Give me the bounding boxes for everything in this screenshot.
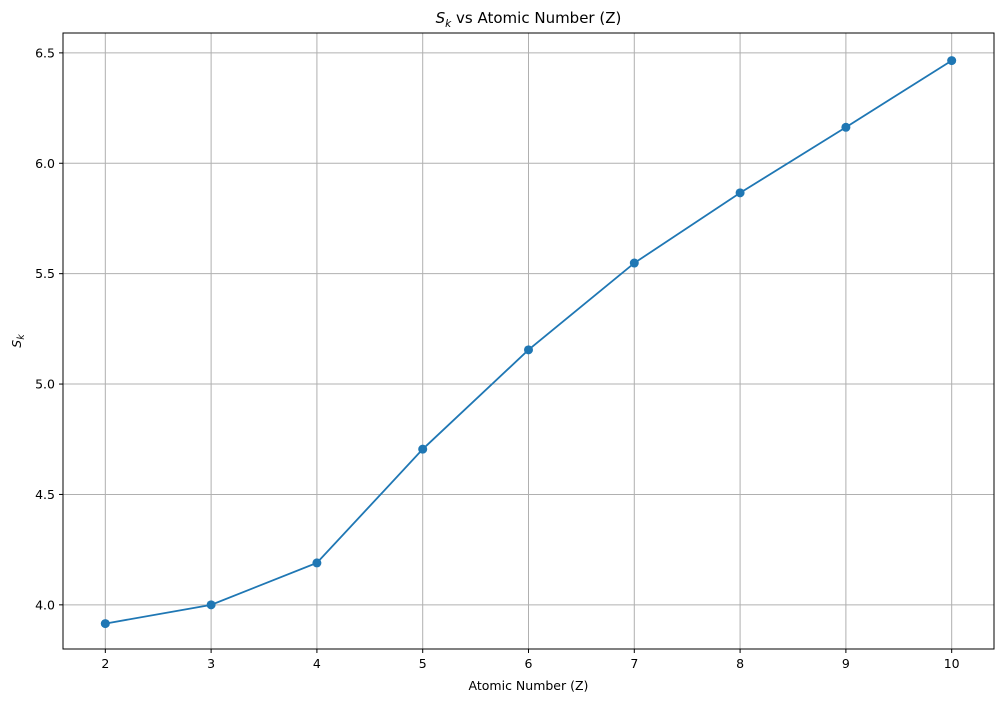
x-tick-label: 7 xyxy=(630,656,638,671)
title-sub: k xyxy=(445,18,452,30)
chart-title: Sk vs Atomic Number (Z) xyxy=(436,9,622,30)
y-tick-label: 6.5 xyxy=(35,45,55,60)
data-point xyxy=(841,122,851,132)
x-tick-label: 6 xyxy=(525,656,533,671)
data-point xyxy=(629,258,639,268)
y-tick-label: 4.5 xyxy=(35,487,55,502)
x-tick-label: 4 xyxy=(313,656,321,671)
y-tick-label: 5.5 xyxy=(35,266,55,281)
x-tick-label: 2 xyxy=(101,656,109,671)
data-point xyxy=(524,345,533,355)
y-axis-label-main: S xyxy=(9,340,24,348)
x-axis-label: Atomic Number (Z) xyxy=(469,678,589,693)
x-tick-label: 3 xyxy=(207,656,215,671)
grid-lines xyxy=(63,33,994,649)
y-axis-label-sub: k xyxy=(16,334,27,340)
title-main: S xyxy=(436,9,446,27)
data-point xyxy=(947,56,957,66)
axis-ticks: 2 3 4 5 6 7 8 9 10 4.0 4.5 5.0 5.5 6.0 6.5 xyxy=(35,45,960,671)
title-rest: vs Atomic Number (Z) xyxy=(451,9,621,27)
x-tick-label: 5 xyxy=(419,656,427,671)
y-axis-label: Sk xyxy=(9,334,27,348)
y-tick-label: 5.0 xyxy=(35,377,55,392)
x-tick-label: 8 xyxy=(736,656,744,671)
data-point xyxy=(100,619,110,629)
data-point xyxy=(312,558,322,568)
y-tick-label: 4.0 xyxy=(35,597,55,612)
x-tick-label: 10 xyxy=(944,656,960,671)
data-point xyxy=(735,188,745,198)
data-points xyxy=(100,56,957,629)
data-point xyxy=(418,444,428,454)
y-tick-label: 6.0 xyxy=(35,156,55,171)
data-point xyxy=(206,600,216,610)
x-tick-label: 9 xyxy=(842,656,850,671)
